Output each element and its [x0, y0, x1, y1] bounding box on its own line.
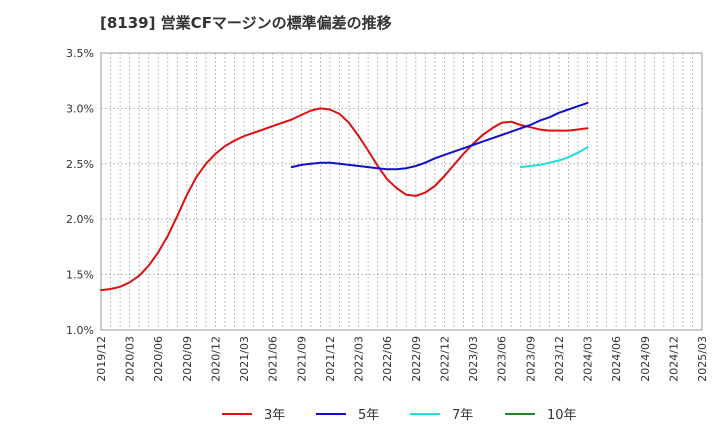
- plot-frame: [100, 52, 703, 331]
- legend-label: 3年: [264, 408, 285, 423]
- x-tick-label: 2022/03: [353, 336, 366, 382]
- legend-label: 7年: [452, 408, 473, 423]
- y-tick-label: 1.5%: [66, 269, 94, 282]
- x-tick-label: 2024/06: [610, 336, 623, 382]
- x-tick-label: 2022/06: [381, 336, 394, 382]
- legend-label: 5年: [358, 408, 379, 423]
- x-tick-label: 2022/12: [438, 336, 451, 382]
- x-tick-label: 2021/06: [267, 336, 280, 382]
- y-tick-label: 2.5%: [66, 158, 94, 171]
- series-line-3年: [100, 107, 589, 292]
- x-tick-label: 2024/12: [667, 336, 680, 382]
- y-axis-ticks: 1.0% 1.5% 2.0% 2.5% 3.0% 3.5%: [66, 47, 94, 337]
- y-tick-label: 3.5%: [66, 47, 94, 60]
- x-tick-label: 2020/12: [209, 336, 222, 382]
- series-line-7年: [519, 146, 589, 169]
- x-tick-label: 2021/12: [324, 336, 337, 382]
- y-tick-label: 2.0%: [66, 213, 94, 226]
- series-layer: [100, 101, 589, 292]
- x-tick-label: 2019/12: [95, 336, 108, 382]
- x-tick-label: 2020/03: [124, 336, 137, 382]
- x-tick-label: 2024/09: [639, 336, 652, 382]
- x-tick-label: 2023/03: [467, 336, 480, 382]
- x-tick-label: 2023/06: [496, 336, 509, 382]
- x-tick-label: 2021/09: [295, 336, 308, 382]
- x-tick-label: 2021/03: [238, 336, 251, 382]
- x-tick-label: 2024/03: [582, 336, 595, 382]
- x-tick-label: 2022/09: [410, 336, 423, 382]
- x-tick-label: 2023/09: [524, 336, 537, 382]
- x-tick-label: 2020/09: [181, 336, 194, 382]
- x-tick-label: 2025/03: [696, 336, 709, 382]
- x-tick-label: 2023/12: [553, 336, 566, 382]
- legend: 3年 5年 7年 10年: [222, 408, 577, 423]
- chart-title: [8139] 営業CFマージンの標準偏差の推移: [100, 14, 392, 32]
- series-line-5年: [290, 101, 589, 171]
- y-tick-label: 3.0%: [66, 102, 94, 115]
- legend-label: 10年: [547, 408, 577, 423]
- x-axis-ticks: 2019/12 2020/03 2020/06 2020/09 2020/12 2021/…: [95, 336, 709, 382]
- y-tick-label: 1.0%: [66, 324, 94, 337]
- x-tick-label: 2020/06: [152, 336, 165, 382]
